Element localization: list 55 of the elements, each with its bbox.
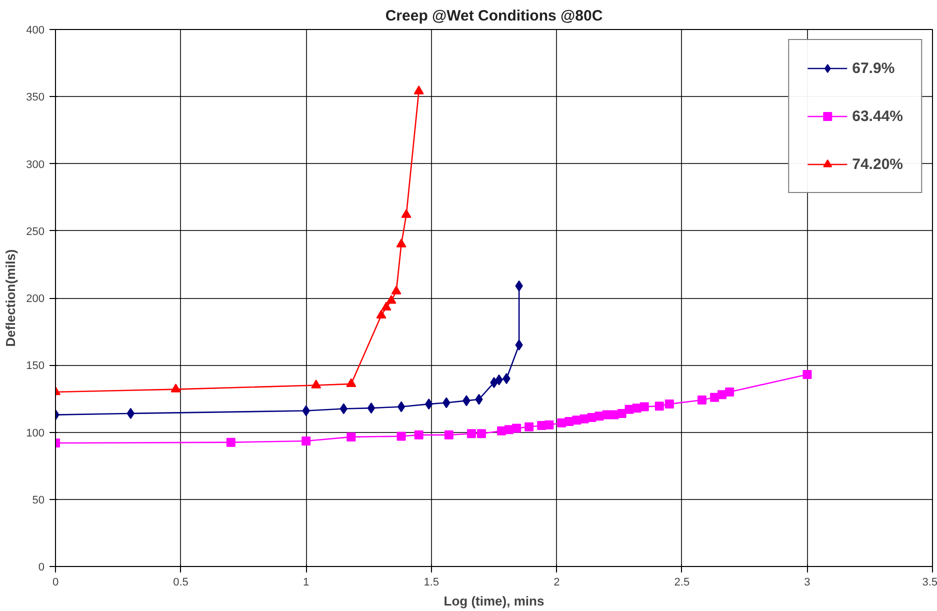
legend-label: 67.9%: [852, 60, 895, 76]
point: [414, 430, 424, 440]
point: [346, 432, 356, 442]
point: [311, 380, 322, 388]
x-tick-label: 0.5: [173, 576, 188, 588]
point: [524, 422, 534, 432]
x-tick-label: 3.5: [922, 576, 937, 588]
point: [391, 286, 402, 294]
point: [544, 420, 554, 430]
point: [401, 209, 412, 218]
point: [376, 310, 386, 319]
point: [664, 400, 674, 409]
legend-label: 63.44%: [852, 108, 903, 124]
point: [476, 429, 486, 438]
y-tick-label: 400: [26, 24, 45, 36]
y-tick-label: 100: [26, 427, 45, 440]
point: [802, 370, 812, 380]
point: [381, 302, 392, 310]
x-axis-title: Log (time), mins: [444, 594, 544, 608]
y-tick-label: 200: [26, 293, 45, 305]
point: [414, 86, 424, 94]
point: [302, 436, 311, 446]
point: [397, 401, 406, 412]
legend-label: 74.20%: [852, 156, 903, 172]
y-tick-label: 50: [32, 494, 45, 506]
x-tick-label: 3: [804, 576, 810, 588]
point: [466, 429, 476, 438]
point: [512, 424, 522, 433]
point: [170, 384, 181, 392]
y-tick-label: 150: [26, 360, 45, 372]
point: [697, 396, 706, 405]
chart-title: Creep @Wet Conditions @80C: [385, 8, 603, 24]
point: [396, 238, 406, 248]
point: [367, 402, 376, 414]
x-tick-label: 2: [554, 576, 560, 588]
point: [594, 412, 604, 421]
x-tick-label: 0: [52, 576, 59, 588]
x-tick-label: 1.5: [424, 576, 440, 588]
point: [386, 294, 396, 304]
point: [725, 387, 734, 396]
y-tick-label: 300: [26, 158, 45, 171]
point: [654, 402, 664, 411]
point: [126, 408, 135, 419]
point: [396, 432, 406, 441]
y-tick-label: 250: [26, 226, 45, 238]
x-tick-label: 2.5: [674, 576, 690, 588]
point: [346, 378, 356, 388]
y-tick-label: 350: [26, 92, 45, 104]
point: [226, 438, 236, 447]
x-tick-label: 1: [303, 576, 310, 588]
point: [444, 430, 454, 440]
y-axis-title: Deflection(mils): [3, 249, 18, 347]
point: [640, 402, 649, 412]
y-tick-label: 0: [38, 562, 45, 574]
point: [617, 408, 626, 418]
